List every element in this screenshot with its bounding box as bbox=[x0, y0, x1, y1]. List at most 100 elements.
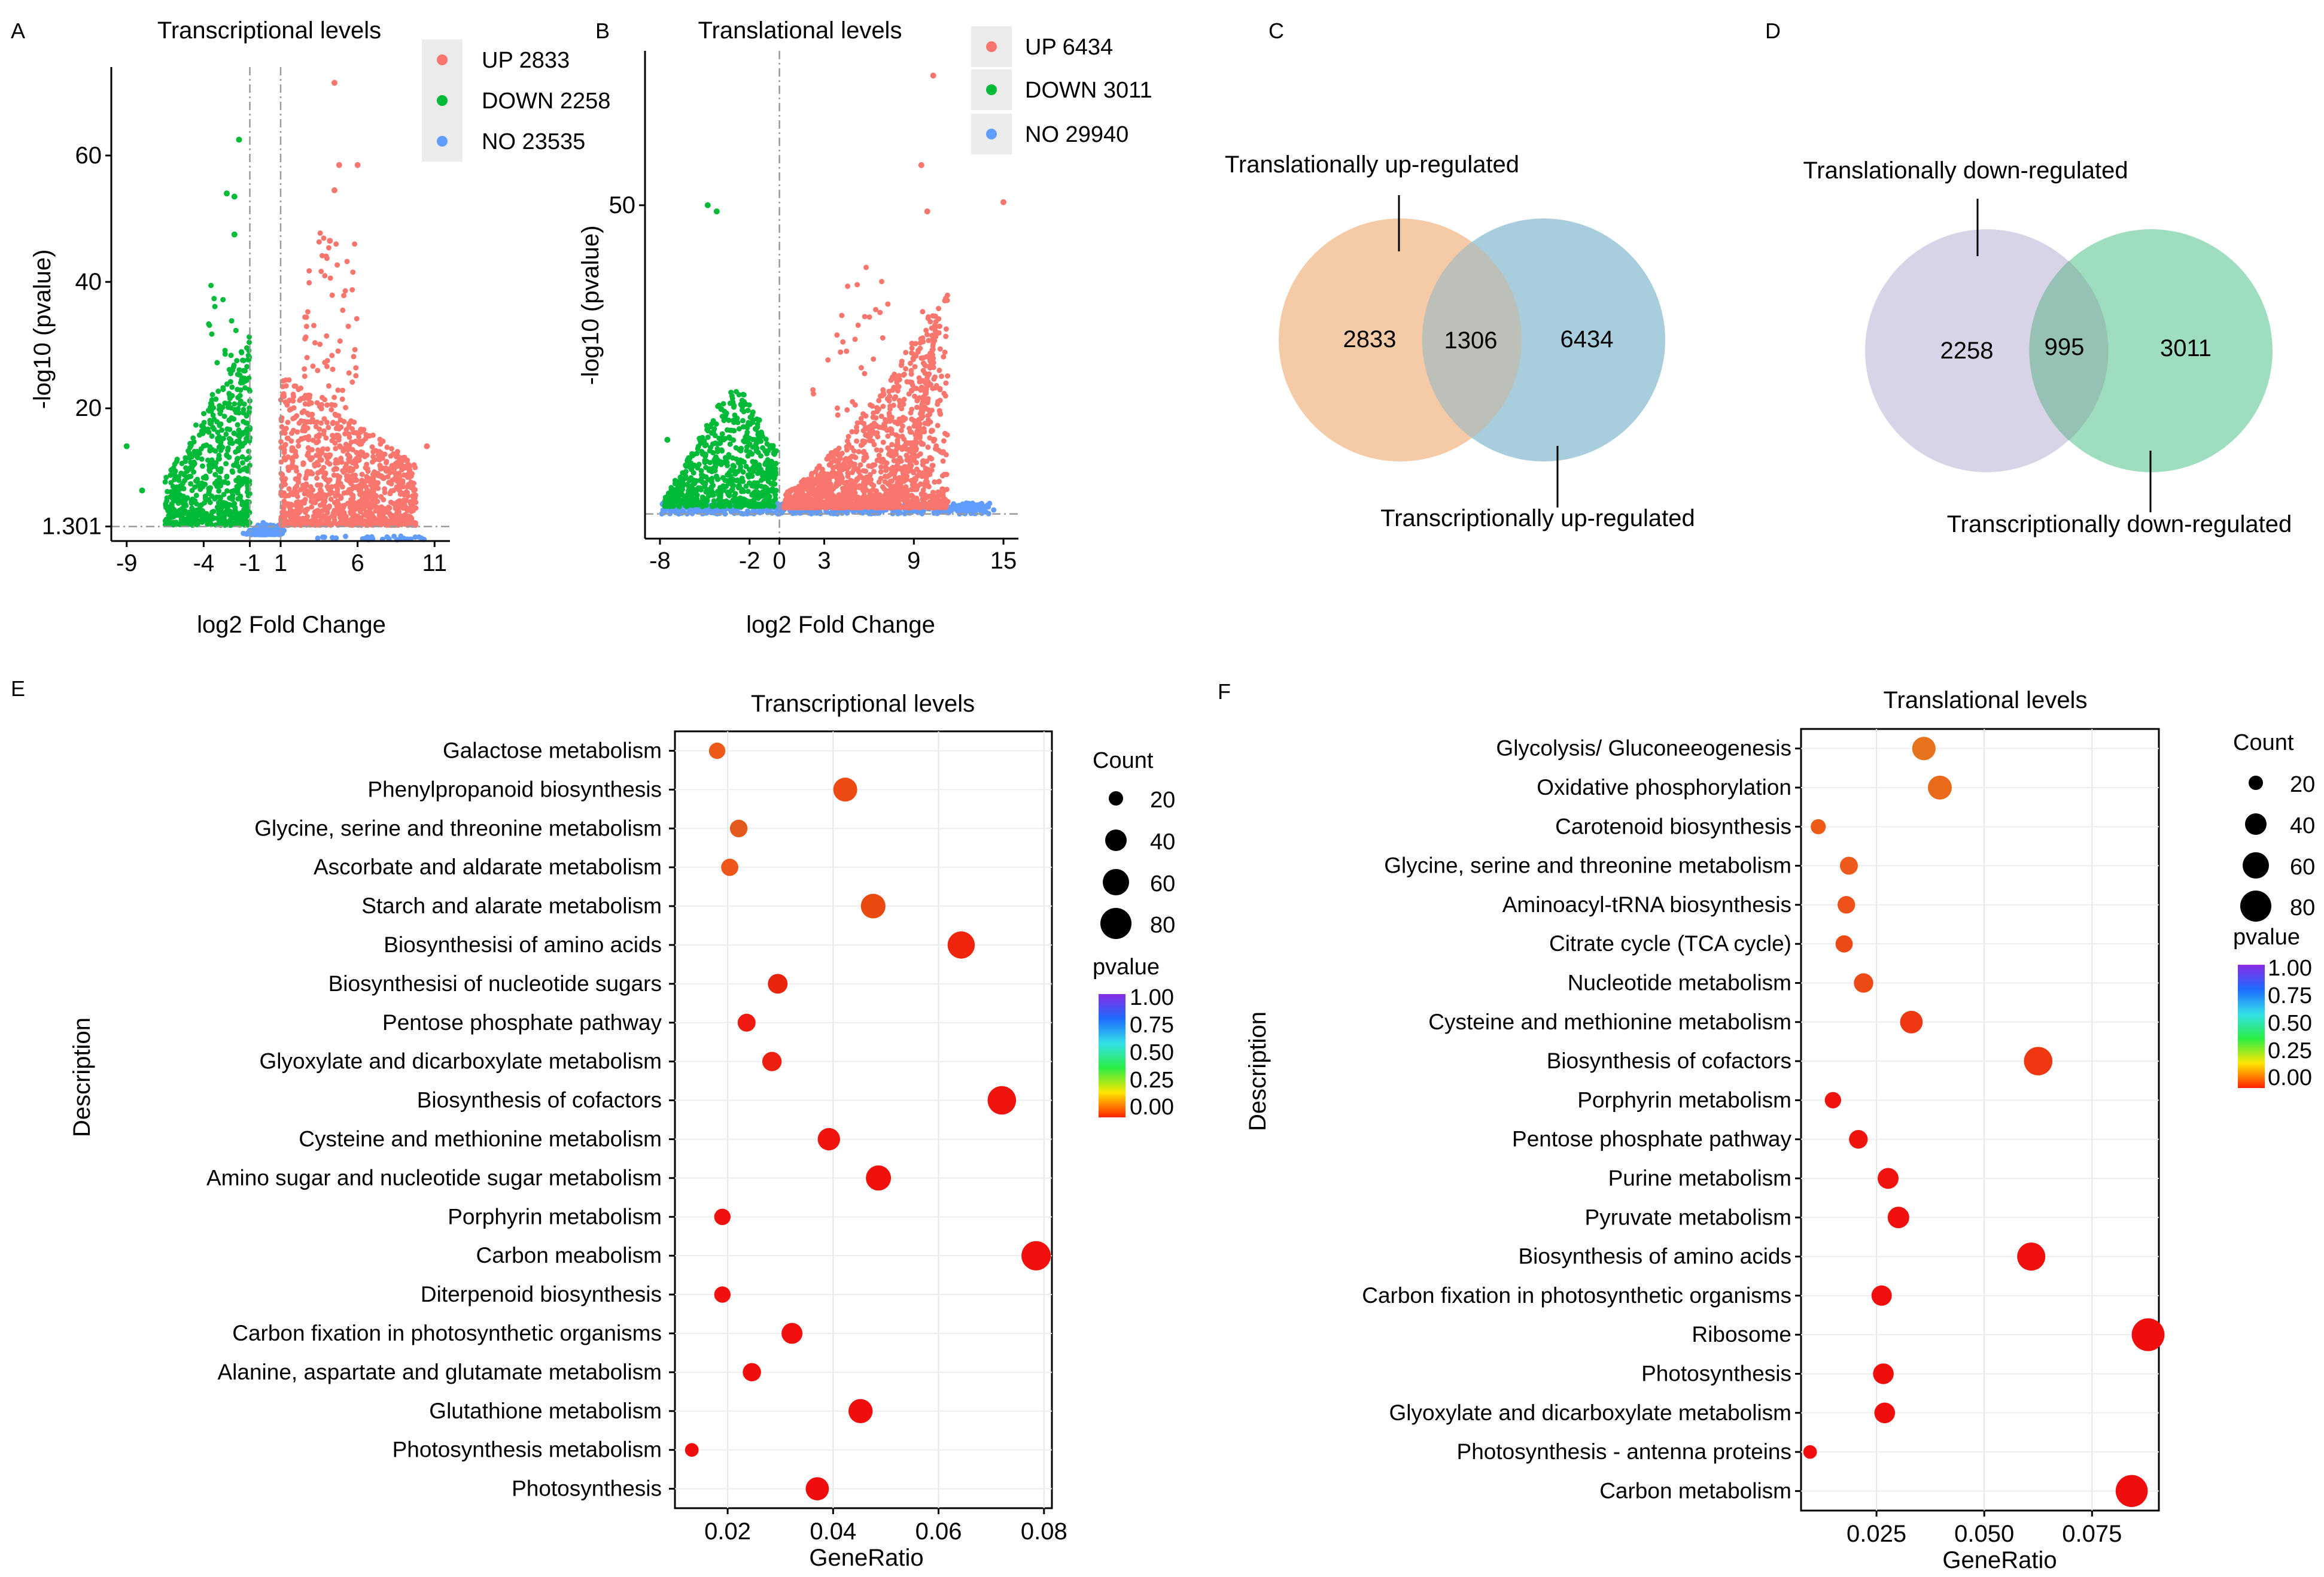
volcano-point bbox=[943, 381, 948, 386]
volcano-point bbox=[349, 473, 355, 479]
volcano-point bbox=[309, 447, 315, 452]
volcano-point bbox=[758, 453, 763, 458]
volcano-point bbox=[216, 488, 221, 494]
volcano-point bbox=[336, 512, 342, 517]
volcano-point bbox=[234, 358, 239, 363]
volcano-point bbox=[215, 388, 221, 394]
volcano-point bbox=[936, 479, 941, 484]
volcano-point bbox=[391, 534, 397, 539]
volcano-point bbox=[810, 471, 815, 476]
volcano-point bbox=[236, 432, 242, 437]
volcano-point bbox=[230, 469, 235, 475]
volcano-point bbox=[863, 469, 868, 474]
volcano-point bbox=[767, 443, 772, 449]
volcano-point bbox=[310, 499, 315, 505]
volcano-point bbox=[172, 521, 177, 527]
volcano-point bbox=[308, 469, 314, 475]
volcano-point bbox=[690, 496, 696, 502]
volcano-outlier-point bbox=[232, 194, 238, 200]
volcano-point bbox=[354, 478, 359, 483]
volcano-point bbox=[328, 275, 333, 281]
volcano-point bbox=[331, 395, 337, 400]
volcano-point bbox=[200, 509, 206, 515]
volcano-point bbox=[750, 459, 756, 464]
volcano-point bbox=[874, 447, 880, 452]
volcano-point bbox=[694, 451, 699, 456]
volcano-point bbox=[310, 487, 315, 493]
volcano-point bbox=[761, 476, 766, 481]
volcano-point bbox=[202, 500, 207, 506]
volcano-point bbox=[737, 426, 742, 432]
volcano-point bbox=[244, 502, 249, 508]
volcano-point bbox=[880, 460, 886, 465]
volcano-point bbox=[730, 487, 735, 492]
volcano-point bbox=[346, 424, 352, 430]
volcano-point bbox=[835, 475, 841, 480]
volcano-point bbox=[353, 373, 358, 378]
volcano-point bbox=[330, 367, 336, 372]
volcano-point bbox=[233, 478, 239, 483]
volcano-point bbox=[836, 458, 841, 464]
volcano-point bbox=[747, 415, 753, 420]
volcano-point bbox=[861, 449, 866, 454]
volcano-point bbox=[909, 388, 914, 394]
volcano-point bbox=[205, 427, 210, 433]
volcano-point bbox=[405, 493, 410, 499]
volcano-point bbox=[235, 490, 241, 496]
volcano-point bbox=[351, 430, 356, 435]
volcano-point bbox=[348, 511, 354, 516]
volcano-point bbox=[220, 385, 226, 391]
volcano-point bbox=[927, 455, 933, 460]
volcano-point bbox=[738, 446, 744, 451]
volcano-point bbox=[379, 519, 384, 524]
volcano-point bbox=[350, 460, 355, 466]
volcano-point bbox=[725, 455, 731, 460]
volcano-point bbox=[792, 505, 797, 511]
volcano-point bbox=[218, 469, 223, 475]
volcano-point bbox=[825, 478, 831, 484]
volcano-point bbox=[710, 476, 715, 481]
volcano-outlier-point bbox=[139, 488, 145, 494]
volcano-point bbox=[242, 440, 247, 446]
volcano-outlier-point bbox=[327, 238, 333, 244]
volcano-point bbox=[327, 491, 332, 497]
volcano-point bbox=[909, 407, 914, 412]
volcano-point bbox=[735, 415, 740, 421]
y-tick-label: 40 bbox=[75, 269, 102, 295]
volcano-point bbox=[302, 419, 307, 424]
volcano-point bbox=[846, 464, 851, 470]
volcano-point bbox=[688, 460, 693, 466]
volcano-point bbox=[242, 379, 247, 384]
volcano-point bbox=[872, 442, 877, 447]
volcano-point bbox=[235, 406, 241, 412]
volcano-point bbox=[334, 262, 340, 268]
volcano-point bbox=[216, 511, 221, 516]
volcano-point bbox=[692, 481, 697, 487]
volcano-point bbox=[232, 363, 237, 368]
volcano-point bbox=[220, 297, 226, 302]
volcano-point bbox=[389, 488, 394, 494]
volcano-point bbox=[325, 484, 330, 490]
volcano-point bbox=[704, 423, 710, 429]
volcano-point bbox=[726, 470, 732, 475]
volcano-point bbox=[185, 448, 191, 454]
volcano-point bbox=[878, 464, 884, 470]
volcano-point bbox=[350, 518, 355, 524]
volcano-point bbox=[361, 427, 366, 432]
volcano-point bbox=[755, 421, 761, 427]
volcano-point bbox=[227, 367, 232, 372]
volcano-point bbox=[326, 479, 331, 484]
x-tick-label: 11 bbox=[422, 550, 448, 576]
volcano-point bbox=[328, 407, 334, 412]
volcano-point bbox=[938, 387, 943, 393]
volcano-point bbox=[942, 350, 948, 355]
volcano-point bbox=[193, 423, 199, 428]
volcano-point bbox=[399, 467, 404, 472]
volcano-point bbox=[740, 458, 745, 464]
volcano-point bbox=[242, 402, 247, 407]
volcano-point bbox=[351, 354, 357, 359]
volcano-point bbox=[306, 434, 311, 439]
volcano-point bbox=[923, 479, 929, 484]
